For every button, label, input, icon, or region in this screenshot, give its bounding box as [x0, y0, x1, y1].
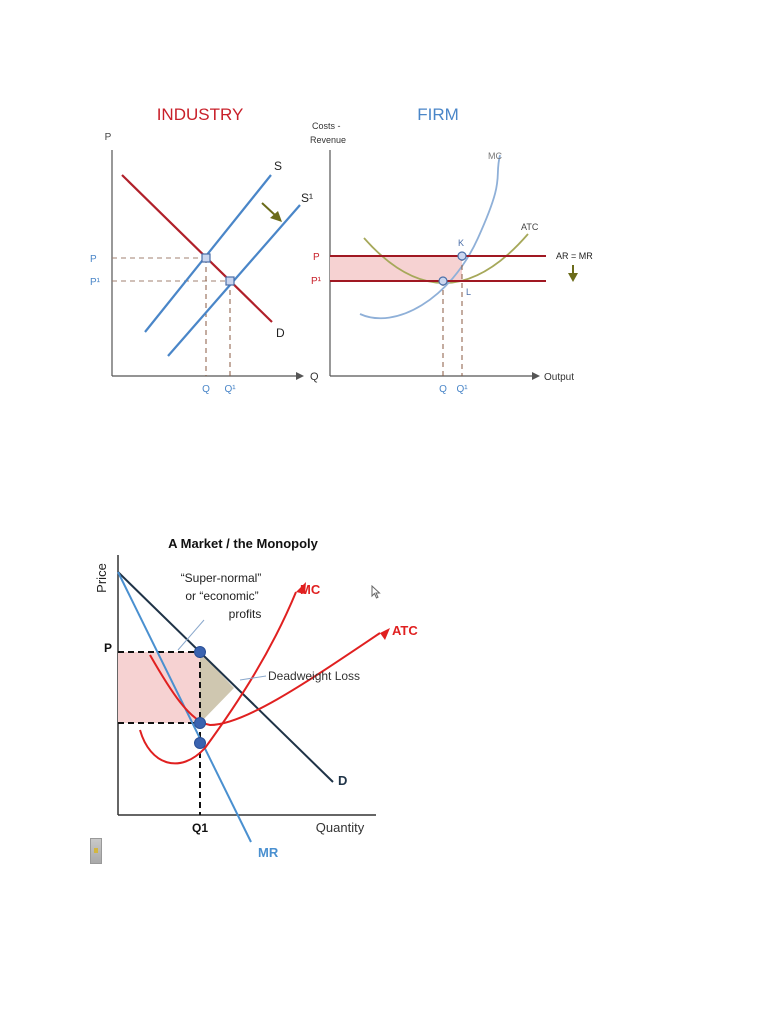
- monopoly-demand-label: D: [338, 773, 347, 788]
- monopoly-chart: A Market / the Monopoly Price “Super-nor…: [94, 536, 418, 860]
- firm-mc-curve: [359, 154, 501, 319]
- document-marker-icon: [90, 838, 102, 864]
- firm-ar-mr-label: AR = MR: [556, 251, 593, 261]
- monopoly-deadweight-loss-area: [200, 652, 234, 723]
- monopoly-point-mc-mr: [194, 737, 206, 749]
- monopoly-dwl-pointer: [239, 675, 267, 681]
- industry-demand-label: D: [276, 326, 285, 340]
- monopoly-profit-annotation-line3: profits: [229, 607, 262, 621]
- firm-title: FIRM: [417, 105, 459, 124]
- industry-y-tick-p1: P¹: [90, 277, 101, 288]
- firm-x-axis-arrow: [532, 372, 540, 380]
- monopoly-title: A Market / the Monopoly: [168, 536, 319, 551]
- firm-x-tick-q: Q: [439, 384, 447, 395]
- mouse-cursor-icon: [371, 585, 381, 599]
- firm-point-l-label: L: [466, 287, 471, 297]
- industry-title: INDUSTRY: [157, 105, 244, 124]
- monopoly-point-price: [194, 646, 206, 658]
- industry-chart: INDUSTRY P Q S S¹ D P P¹ Q Q¹: [90, 105, 319, 395]
- firm-x-tick-q1: Q¹: [456, 384, 468, 395]
- firm-y-tick-p1: P¹: [311, 276, 322, 287]
- monopoly-demand-line: [117, 571, 334, 783]
- industry-y-tick-p: P: [90, 254, 97, 265]
- industry-new-equilibrium-point: [225, 276, 235, 286]
- industry-demand-line: [121, 174, 273, 323]
- firm-x-axis-label: Output: [544, 372, 574, 383]
- monopoly-point-atc: [194, 717, 206, 729]
- industry-supply1-label: S¹: [301, 191, 313, 205]
- monopoly-profit-annotation-line2: or “economic”: [185, 589, 258, 603]
- monopoly-mr-label: MR: [258, 845, 279, 860]
- monopoly-mc-label: MC: [300, 582, 321, 597]
- industry-equilibrium-point: [201, 253, 211, 263]
- monopoly-dwl-label: Deadweight Loss: [268, 669, 360, 683]
- firm-point-k: [457, 251, 467, 261]
- firm-y-tick-p: P: [313, 252, 320, 263]
- monopoly-profit-annotation-line1: “Super-normal”: [181, 571, 262, 585]
- firm-mc-label: MC: [488, 151, 502, 161]
- firm-atc-label: ATC: [521, 222, 539, 232]
- industry-supply-label: S: [274, 159, 282, 173]
- firm-point-l: [438, 276, 448, 286]
- firm-point-k-label: K: [458, 238, 464, 248]
- monopoly-mc-curve: [139, 591, 297, 765]
- firm-y-axis-label-line2: Revenue: [310, 135, 346, 145]
- monopoly-profit-pointer: [177, 619, 205, 651]
- monopoly-x-axis-label: Quantity: [316, 820, 365, 835]
- monopoly-y-tick-p: P: [104, 641, 112, 655]
- industry-shift-arrow-head: [270, 211, 282, 222]
- industry-x-tick-q1: Q¹: [224, 384, 236, 395]
- monopoly-mc-arrow: [296, 582, 306, 594]
- monopoly-atc-arrow: [380, 628, 390, 640]
- firm-shift-arrow-head: [568, 273, 578, 282]
- firm-y-axis-label-line1: Costs -: [312, 121, 341, 131]
- firm-profit-area: [330, 256, 462, 281]
- monopoly-atc-label: ATC: [392, 623, 418, 638]
- industry-shift-arrow-shaft: [261, 202, 277, 217]
- monopoly-atc-curve: [149, 632, 381, 727]
- monopoly-y-axis-label: Price: [94, 563, 109, 593]
- industry-x-axis-label: Q: [310, 371, 319, 383]
- industry-x-tick-q: Q: [202, 384, 210, 395]
- industry-y-axis-label: P: [105, 132, 112, 143]
- monopoly-x-tick-q1: Q1: [192, 821, 208, 835]
- industry-x-axis-arrow: [296, 372, 304, 380]
- firm-chart: FIRM Costs - Revenue Output K L MC ATC A…: [310, 105, 593, 395]
